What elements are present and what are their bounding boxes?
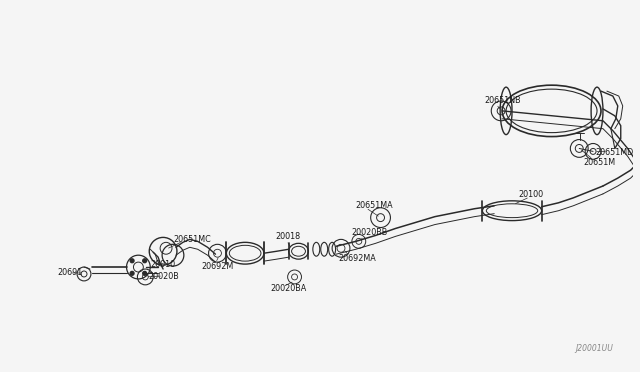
Text: 20100: 20100 [518, 190, 543, 199]
Text: 20692M: 20692M [202, 262, 234, 270]
Text: 20020B: 20020B [148, 272, 179, 282]
Circle shape [130, 259, 134, 263]
Text: 20691: 20691 [58, 269, 83, 278]
Text: 20018: 20018 [276, 232, 301, 241]
Text: 20651NB: 20651NB [484, 96, 521, 106]
Circle shape [143, 259, 147, 263]
Text: 20651MA: 20651MA [356, 201, 394, 210]
Text: 20020BA: 20020BA [271, 284, 307, 293]
Text: 20651MC: 20651MC [173, 235, 211, 244]
Text: J20001UU: J20001UU [575, 344, 613, 353]
Text: 20020BB: 20020BB [351, 228, 387, 237]
Text: 20651MD: 20651MD [595, 148, 634, 157]
Text: 20010: 20010 [150, 260, 175, 269]
Text: 20651M: 20651M [583, 158, 615, 167]
Circle shape [143, 271, 147, 275]
Text: 20692MA: 20692MA [338, 254, 376, 263]
Circle shape [130, 271, 134, 275]
